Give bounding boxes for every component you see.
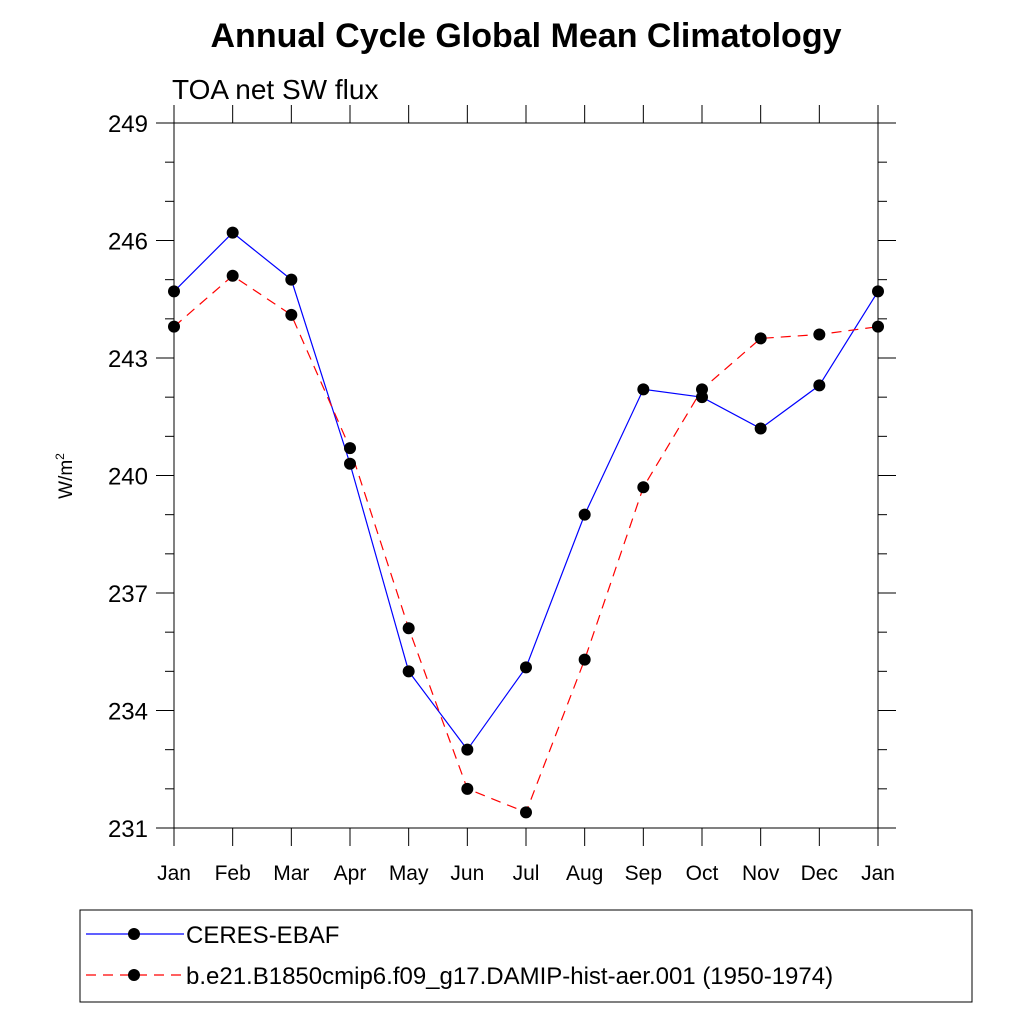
series-1-point [637, 383, 650, 396]
x-tick-label: Jul [513, 862, 540, 885]
chart-title: Annual Cycle Global Mean Climatology [211, 17, 842, 55]
y-axis-label: W/m2 [53, 453, 77, 499]
series-2-point [344, 442, 356, 455]
series-2-point [637, 481, 650, 494]
series-2-point [226, 269, 239, 282]
legend-marker-2 [128, 969, 140, 981]
series-2-point [813, 328, 826, 341]
series-1-point [344, 457, 356, 470]
series-2-point [285, 308, 298, 321]
series-1-point [461, 743, 474, 756]
x-tick-label: Aug [566, 862, 603, 885]
legend: CERES-EBAF b.e21.B1850cmip6.f09_g17.DAMIP… [86, 922, 833, 990]
y-tick-label: 237 [108, 581, 148, 608]
series-2-point [520, 806, 532, 819]
x-tick-label: Dec [801, 862, 838, 885]
series-1-point [520, 661, 532, 674]
chart-subtitle: TOA net SW flux [172, 74, 378, 105]
series-1-point [285, 273, 298, 286]
plot-frame [173, 122, 879, 829]
y-tick-label: 231 [108, 816, 148, 843]
legend-box [79, 909, 973, 1003]
y-tick-label: 249 [108, 111, 148, 138]
series-2-point [168, 320, 180, 333]
x-tick-label: Feb [215, 862, 251, 885]
x-tick-label: Nov [742, 862, 780, 885]
x-tick-label: Jan [861, 862, 895, 885]
x-tick-label: Oct [686, 862, 719, 885]
x-tick-label: Sep [625, 862, 662, 885]
series-line-2 [173, 274, 879, 814]
series-2-point [754, 332, 767, 345]
series-1-point [402, 665, 415, 678]
y-tick-label: 234 [108, 699, 148, 726]
x-tick-label: May [389, 862, 429, 885]
y-tick-label: 243 [108, 346, 148, 373]
series-2-point [402, 622, 415, 635]
legend-marker-1 [128, 928, 140, 940]
plot-area: 231 234 237 240 243 246 249 Jan Feb Mar Apr May Jun J… [108, 105, 896, 885]
legend-label-1: CERES-EBAF [186, 922, 339, 949]
series-1-point [578, 508, 591, 521]
x-tick-label: Jun [450, 862, 484, 885]
series-2-point [461, 782, 474, 795]
x-tick-label: Apr [334, 862, 367, 885]
series-1-point [813, 379, 826, 392]
series-1-point [754, 422, 767, 435]
legend-label-2: b.e21.B1850cmip6.f09_g17.DAMIP-hist-aer.… [186, 963, 833, 990]
series-2-point [696, 383, 708, 396]
series-1-point [226, 226, 239, 239]
series-2-point [578, 653, 591, 666]
x-tick-label: Jan [157, 862, 191, 885]
series-2-point [872, 320, 884, 333]
series-1-point [872, 285, 884, 298]
y-tick-label: 246 [108, 229, 148, 256]
x-tick-label: Mar [273, 862, 309, 885]
y-tick-label: 240 [108, 464, 148, 491]
series-1-point [168, 285, 180, 298]
